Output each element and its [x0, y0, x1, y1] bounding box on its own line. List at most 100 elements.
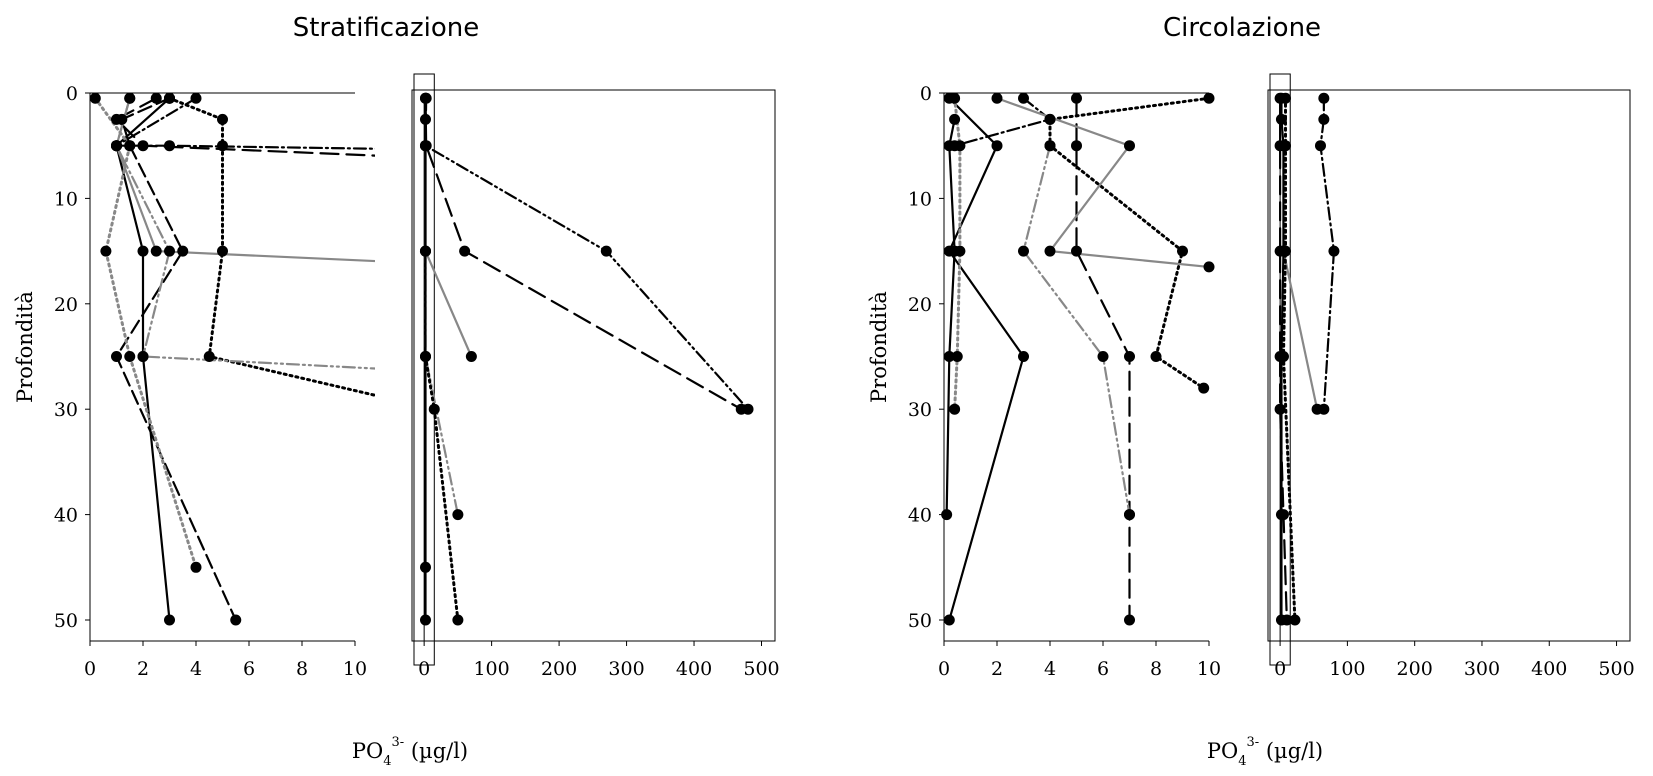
data-point	[419, 113, 431, 125]
data-point	[1124, 614, 1135, 626]
series-layer	[419, 92, 754, 626]
x-tick-label: 0	[84, 658, 96, 680]
y-tick-label: 0	[920, 83, 932, 105]
data-point	[1124, 140, 1135, 152]
y-tick-label: 20	[54, 294, 78, 316]
data-point	[137, 140, 149, 152]
data-point	[100, 245, 112, 257]
data-point	[124, 351, 136, 362]
data-point	[465, 351, 477, 362]
series-line-2	[115, 97, 237, 622]
data-point	[600, 245, 612, 257]
data-point	[949, 92, 961, 104]
plot-circolazione-detail: 0 10 20 30 40 50 0 2 4 6 8 10	[908, 83, 1221, 680]
data-point	[1071, 140, 1082, 152]
series-line-4	[112, 97, 375, 150]
data-point	[1203, 261, 1215, 273]
data-point	[217, 113, 228, 125]
y-tick-label: 20	[908, 294, 932, 316]
data-point	[419, 140, 431, 152]
data-point	[1274, 245, 1286, 257]
data-point	[1311, 403, 1323, 415]
data-point	[1150, 351, 1162, 362]
x-tick-label: 6	[1097, 658, 1109, 680]
y-tick-label: 30	[54, 399, 78, 421]
x-tick-label: 400	[676, 658, 712, 680]
x-tick-label: 4	[190, 658, 202, 680]
data-point	[1274, 140, 1286, 152]
data-point	[217, 245, 228, 257]
data-point	[1289, 614, 1301, 626]
x-tick-label: 400	[1531, 658, 1567, 680]
data-point	[954, 140, 966, 152]
x-tick-label: 200	[541, 658, 577, 680]
data-point	[1203, 92, 1215, 104]
y-axis-label-circolazione: Profondità	[867, 291, 891, 403]
plot-stratificazione-full: 0 100 200 300 400 500	[411, 73, 780, 680]
x-tick-label: 300	[608, 658, 644, 680]
data-point	[419, 245, 431, 257]
data-point	[137, 245, 149, 257]
series-line-2	[424, 97, 743, 411]
data-point	[164, 245, 175, 257]
data-point	[1044, 113, 1056, 125]
data-point	[452, 614, 464, 626]
series-line-5	[114, 97, 375, 157]
data-point	[419, 351, 431, 362]
x-tick-label: 2	[137, 658, 149, 680]
y-tick-label: 0	[66, 83, 78, 105]
data-point	[89, 92, 101, 104]
data-point	[735, 403, 747, 415]
y-tick-label: 50	[908, 610, 932, 632]
data-point	[1274, 403, 1286, 415]
x-tick-label: 0	[418, 658, 430, 680]
x-tick-label: 500	[1598, 658, 1634, 680]
data-point	[150, 245, 162, 257]
series-line-7	[93, 96, 198, 569]
data-point	[177, 245, 189, 257]
x-tick-label: 8	[296, 658, 308, 680]
y-tick-label: 50	[54, 610, 78, 632]
data-point	[949, 403, 961, 415]
x-tick-label: 0	[938, 658, 950, 680]
x-tick-label: 0	[1274, 658, 1286, 680]
data-point	[459, 245, 471, 257]
x-tick-label: 100	[1329, 658, 1365, 680]
data-point	[1328, 245, 1340, 257]
data-point	[991, 140, 1003, 152]
plot-stratificazione-detail: 0 10 20 30 40 50 0 2 4 6 8 10	[54, 83, 375, 680]
data-point	[111, 113, 122, 125]
zoom-region-box	[413, 73, 435, 666]
data-point	[1318, 92, 1330, 104]
data-point	[1124, 509, 1135, 521]
data-point	[943, 351, 955, 362]
data-point	[150, 92, 162, 104]
series-line-8	[945, 118, 956, 516]
x-tick-label: 500	[743, 658, 779, 680]
x-axis-label-stratificazione: PO43- (µg/l)	[352, 735, 468, 769]
data-point	[991, 92, 1003, 104]
y-axis-label-stratificazione: Profondità	[13, 291, 37, 403]
data-point	[1275, 113, 1287, 125]
data-point	[1018, 92, 1029, 104]
data-point	[941, 509, 953, 521]
data-point	[203, 351, 215, 362]
data-point	[1277, 509, 1289, 521]
data-point	[949, 245, 961, 257]
data-point	[1097, 351, 1109, 362]
series-layer	[1274, 92, 1340, 626]
data-point	[124, 140, 136, 152]
data-point	[949, 113, 961, 125]
data-point	[943, 140, 955, 152]
y-tick-label: 10	[908, 188, 932, 210]
data-point	[124, 92, 136, 104]
series-layer	[941, 92, 1215, 626]
panel-title-circolazione: Circolazione	[1163, 13, 1321, 43]
y-tick-label: 40	[54, 505, 78, 527]
data-point	[1274, 92, 1286, 104]
data-point	[419, 561, 431, 573]
plot-circolazione-full: 0 100 200 300 400 500	[1267, 73, 1635, 680]
data-point	[1018, 245, 1029, 257]
data-point	[1198, 382, 1210, 394]
